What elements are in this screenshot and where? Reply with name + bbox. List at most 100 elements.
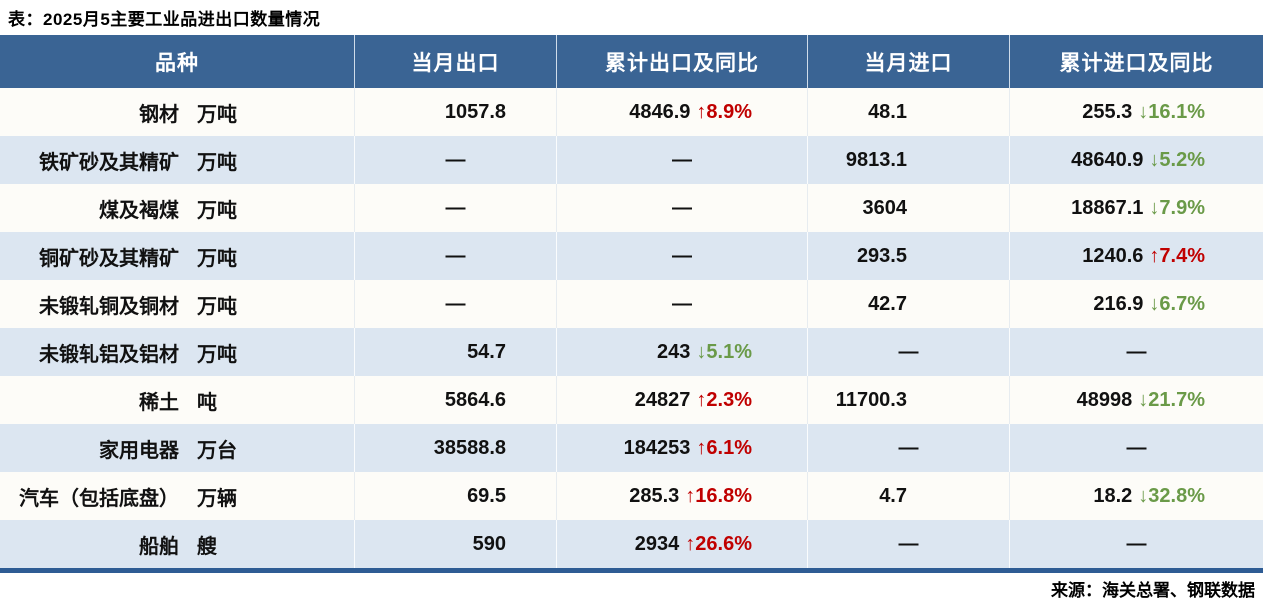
table-row: 家用电器 万台 38588.8 184253 ↑6.1% — — bbox=[0, 424, 1263, 472]
yoy-down-arrow-pct: ↓5.1% bbox=[696, 340, 752, 363]
product-unit: 万吨 bbox=[188, 328, 355, 376]
value-number: 216.9 bbox=[1093, 292, 1144, 315]
product-unit: 万吨 bbox=[188, 88, 355, 136]
value-cell: 4846.9 ↑8.9% bbox=[557, 88, 808, 136]
product-name: 铁矿砂及其精矿 bbox=[39, 151, 179, 174]
empty-dash: — bbox=[672, 196, 692, 219]
value-number: 590 bbox=[472, 532, 506, 555]
table-row: 汽车（包括底盘） 万辆 69.5 285.3 ↑16.8% 4.7 18.2 ↓32.8% bbox=[0, 472, 1263, 520]
empty-dash: — bbox=[898, 436, 919, 459]
value-cell: 293.5 bbox=[808, 232, 1010, 280]
value-number: 184253 bbox=[623, 436, 691, 459]
table-row: 铜矿砂及其精矿 万吨 — — 293.5 1240.6 ↑7.4% bbox=[0, 232, 1263, 280]
value-cell: 1057.8 bbox=[355, 88, 557, 136]
product-name: 家用电器 bbox=[99, 439, 179, 462]
header-month-import: 当月进口 bbox=[808, 35, 1010, 88]
value-cell: — bbox=[808, 424, 1010, 472]
empty-dash: — bbox=[898, 532, 919, 555]
table-row: 铁矿砂及其精矿 万吨 — — 9813.1 48640.9 ↓5.2% bbox=[0, 136, 1263, 184]
empty-dash: — bbox=[1126, 340, 1147, 363]
value-number: 293.5 bbox=[856, 244, 907, 267]
yoy-up-arrow-pct: ↑2.3% bbox=[696, 388, 752, 411]
value-number: 54.7 bbox=[467, 340, 506, 363]
value-cell: — bbox=[1010, 424, 1263, 472]
empty-dash: — bbox=[1126, 436, 1147, 459]
product-name: 铜矿砂及其精矿 bbox=[39, 247, 179, 270]
value-number: 1057.8 bbox=[444, 100, 506, 123]
value-number: 3604 bbox=[862, 196, 908, 219]
value-cell: 18.2 ↓32.8% bbox=[1010, 472, 1263, 520]
value-number: 255.3 bbox=[1082, 100, 1133, 123]
empty-dash: — bbox=[1126, 532, 1147, 555]
table-header-row: 品种 当月出口 累计出口及同比 当月进口 累计进口及同比 bbox=[0, 35, 1263, 88]
table-row: 未锻轧铜及铜材 万吨 — — 42.7 216.9 ↓6.7% bbox=[0, 280, 1263, 328]
product-unit: 万吨 bbox=[188, 136, 355, 184]
page-title: 表：2025月5主要工业品进出口数量情况 bbox=[8, 10, 321, 29]
table-row: 钢材 万吨 1057.8 4846.9 ↑8.9% 48.1 255.3 ↓16.1% bbox=[0, 88, 1263, 136]
value-cell: — bbox=[808, 328, 1010, 376]
value-cell: 54.7 bbox=[355, 328, 557, 376]
value-cell: — bbox=[557, 184, 808, 232]
value-number: 4.7 bbox=[879, 484, 907, 507]
product-unit: 吨 bbox=[188, 376, 355, 424]
product-name: 钢材 bbox=[139, 103, 179, 126]
value-cell: 5864.6 bbox=[355, 376, 557, 424]
value-cell: — bbox=[355, 184, 557, 232]
value-number: 48.1 bbox=[868, 100, 907, 123]
product-unit: 艘 bbox=[188, 520, 355, 568]
value-cell: 18867.1 ↓7.9% bbox=[1010, 184, 1263, 232]
value-number: 1240.6 bbox=[1082, 244, 1144, 267]
value-cell: 48640.9 ↓5.2% bbox=[1010, 136, 1263, 184]
table-row: 未锻轧铝及铝材 万吨 54.7 243 ↓5.1% — — bbox=[0, 328, 1263, 376]
value-cell: 4.7 bbox=[808, 472, 1010, 520]
value-cell: 285.3 ↑16.8% bbox=[557, 472, 808, 520]
value-cell: 216.9 ↓6.7% bbox=[1010, 280, 1263, 328]
value-cell: 255.3 ↓16.1% bbox=[1010, 88, 1263, 136]
yoy-down-arrow-pct: ↓5.2% bbox=[1149, 148, 1205, 171]
value-number: 18867.1 bbox=[1071, 196, 1144, 219]
source-note: 来源：海关总署、钢联数据 bbox=[1051, 581, 1255, 600]
header-cum-import-yoy: 累计进口及同比 bbox=[1059, 51, 1214, 75]
empty-dash: — bbox=[672, 148, 692, 171]
yoy-up-arrow-pct: ↑16.8% bbox=[685, 484, 752, 507]
value-cell: — bbox=[1010, 328, 1263, 376]
product-name: 未锻轧铜及铜材 bbox=[39, 295, 179, 318]
value-cell: — bbox=[355, 136, 557, 184]
value-number: 69.5 bbox=[467, 484, 506, 507]
value-number: 48640.9 bbox=[1071, 148, 1144, 171]
value-number: 11700.3 bbox=[835, 388, 907, 411]
product-unit: 万吨 bbox=[188, 280, 355, 328]
value-number: 4846.9 bbox=[629, 100, 691, 123]
value-cell: — bbox=[808, 520, 1010, 568]
value-number: 24827 bbox=[634, 388, 691, 411]
yoy-up-arrow-pct: ↑7.4% bbox=[1149, 244, 1205, 267]
value-cell: 1240.6 ↑7.4% bbox=[1010, 232, 1263, 280]
empty-dash: — bbox=[672, 292, 692, 315]
product-unit: 万辆 bbox=[188, 472, 355, 520]
table-body: 钢材 万吨 1057.8 4846.9 ↑8.9% 48.1 255.3 ↓16.1% 铁矿砂及… bbox=[0, 88, 1263, 568]
product-name: 汽车（包括底盘） bbox=[19, 487, 179, 510]
value-cell: 3604 bbox=[808, 184, 1010, 232]
table-row: 船舶艘 590 2934 ↑26.6% — — bbox=[0, 520, 1263, 568]
table-row: 稀土吨 5864.6 24827 ↑2.3% 11700.3 48998 ↓21.7% bbox=[0, 376, 1263, 424]
value-cell: — bbox=[1010, 520, 1263, 568]
value-cell: — bbox=[355, 280, 557, 328]
table-row: 煤及褐煤 万吨 — — 3604 18867.1 ↓7.9% bbox=[0, 184, 1263, 232]
product-name: 煤及褐煤 bbox=[99, 199, 179, 222]
value-cell: 42.7 bbox=[808, 280, 1010, 328]
value-cell: 184253 ↑6.1% bbox=[557, 424, 808, 472]
value-cell: — bbox=[355, 232, 557, 280]
value-cell: 38588.8 bbox=[355, 424, 557, 472]
empty-dash: — bbox=[445, 292, 466, 315]
industrial-trade-table: 品种 当月出口 累计出口及同比 当月进口 累计进口及同比 钢材 万吨 1057.8 4… bbox=[0, 35, 1263, 568]
yoy-up-arrow-pct: ↑8.9% bbox=[696, 100, 752, 123]
yoy-down-arrow-pct: ↓32.8% bbox=[1138, 484, 1205, 507]
value-cell: 48998 ↓21.7% bbox=[1010, 376, 1263, 424]
empty-dash: — bbox=[445, 148, 466, 171]
header-variety: 品种 bbox=[0, 35, 355, 88]
value-cell: 24827 ↑2.3% bbox=[557, 376, 808, 424]
value-cell: 590 bbox=[355, 520, 557, 568]
product-name: 稀土 bbox=[139, 391, 179, 414]
value-number: 18.2 bbox=[1093, 484, 1133, 507]
